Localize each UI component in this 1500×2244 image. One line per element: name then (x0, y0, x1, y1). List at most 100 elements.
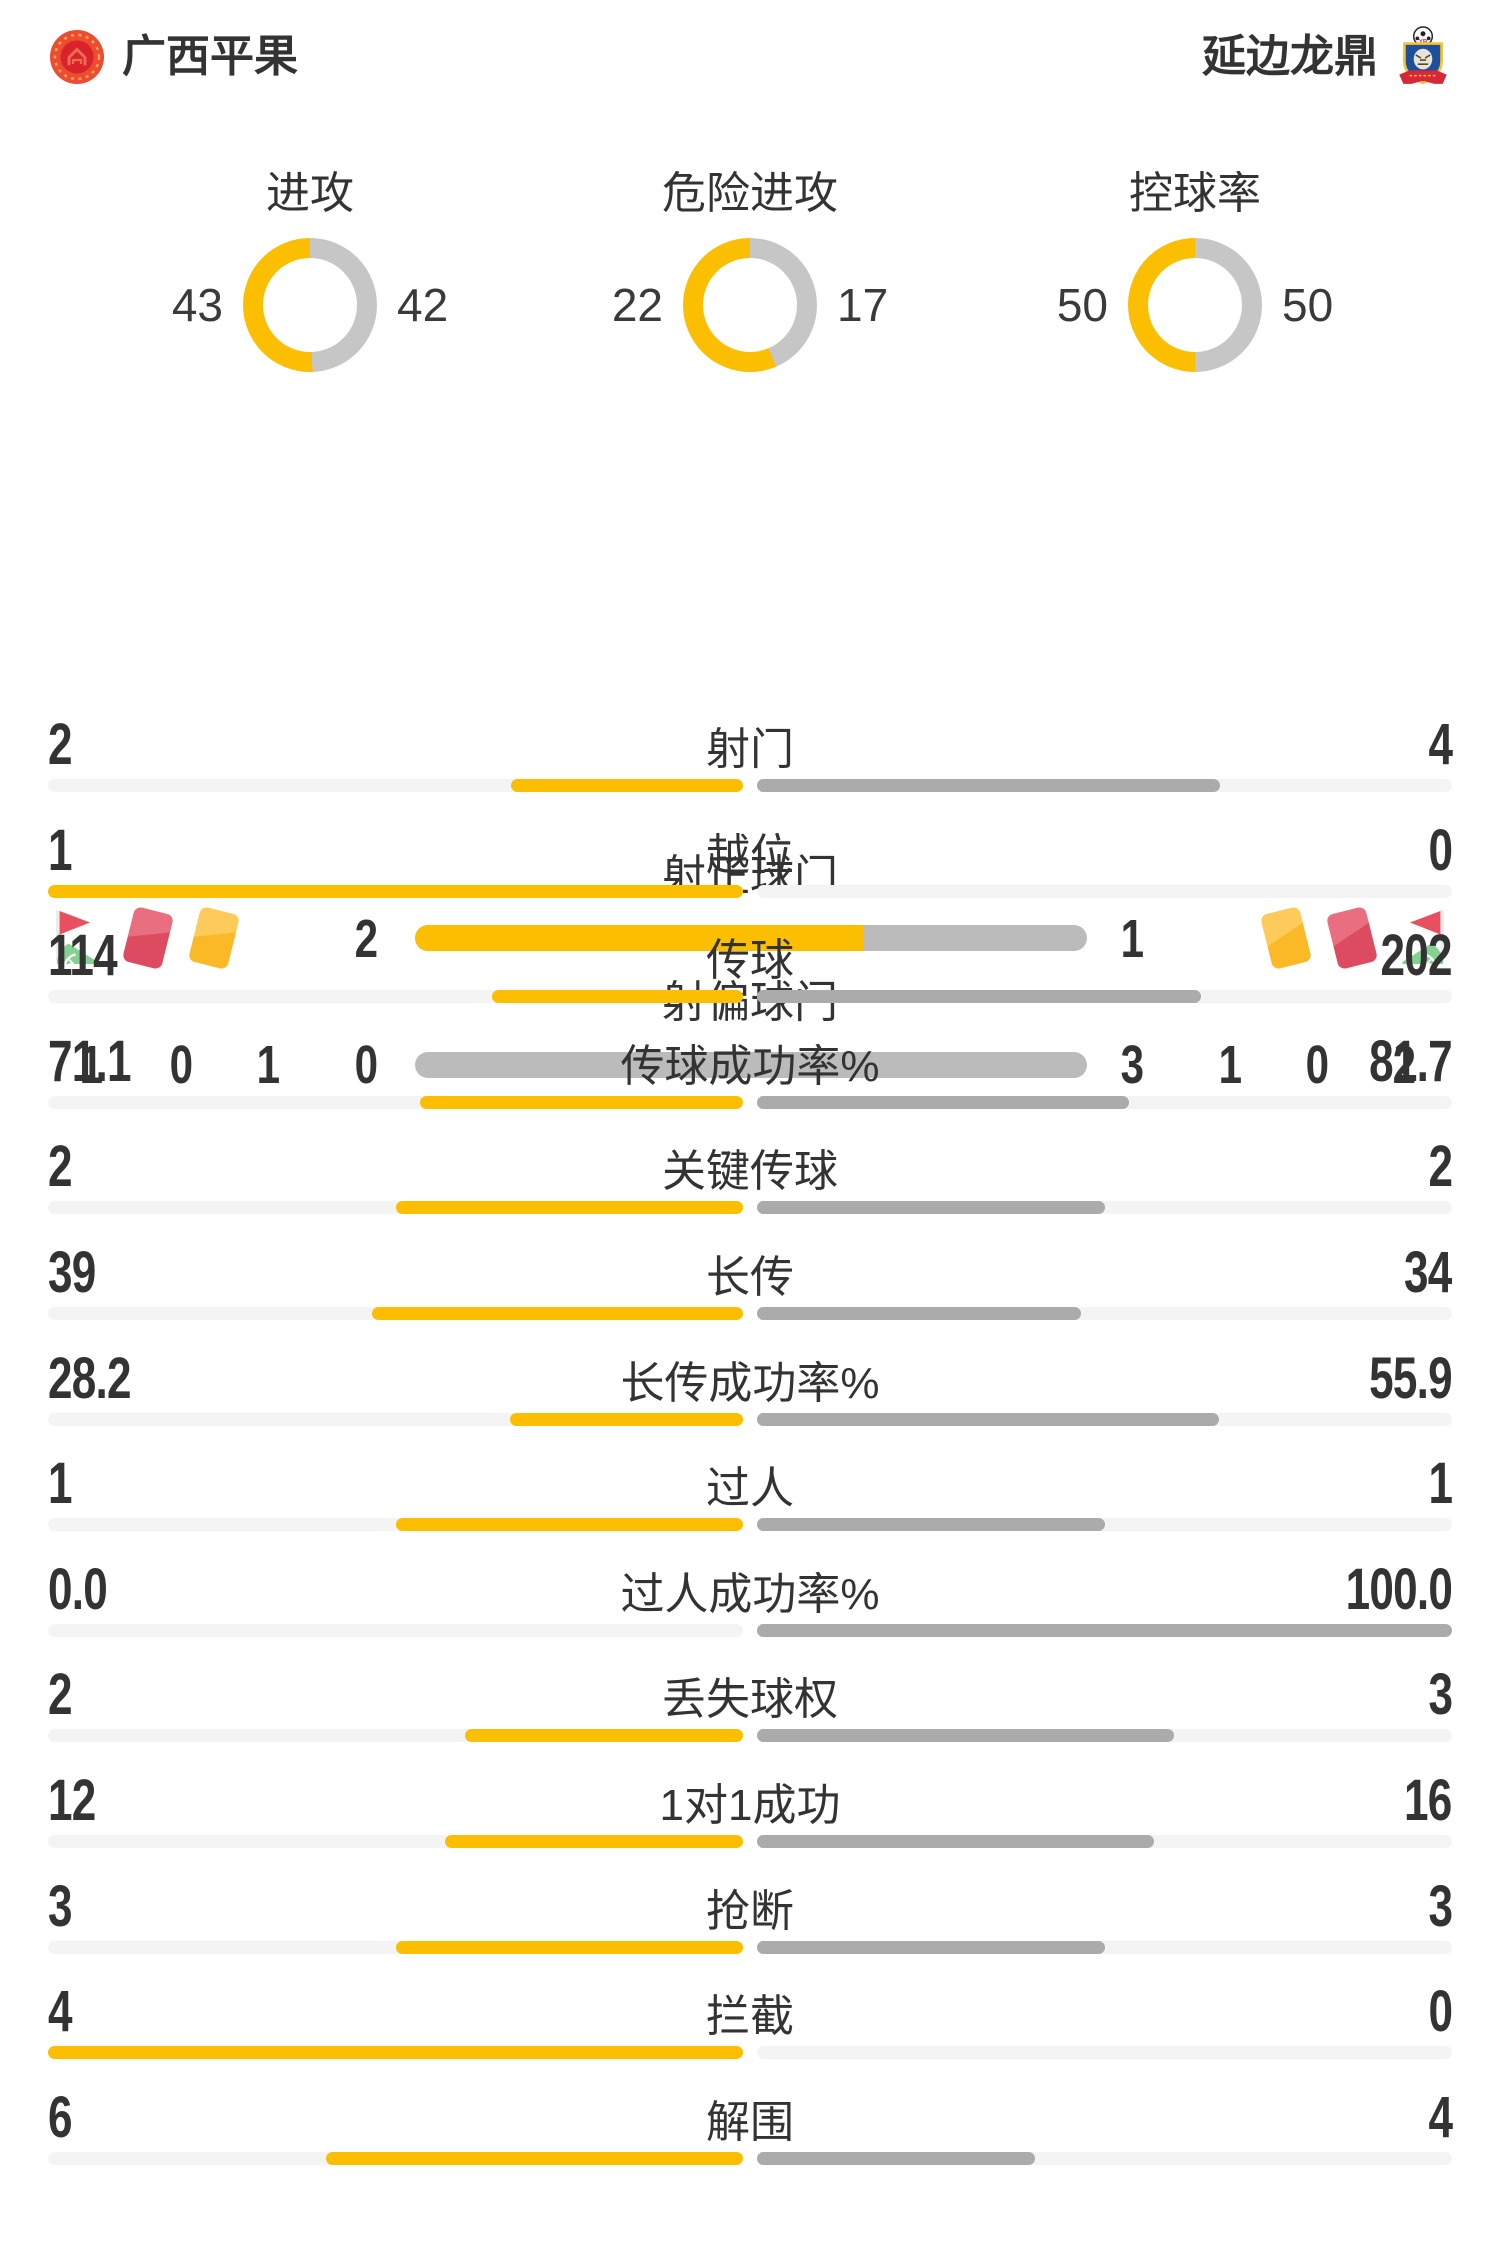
stat-home-value: 1 (48, 817, 73, 883)
home-bar-fill (326, 2151, 743, 2165)
stats-list: 2 射门 4 1 越位 0 114 传球 202 (48, 690, 1453, 2169)
stat-away-value: 3 (1428, 1662, 1453, 1728)
donut-home-value: 50 (1056, 279, 1108, 331)
away-bar-fill (757, 1834, 1155, 1848)
home-corner-count: 1 (79, 1035, 103, 1095)
home-bar-fill (511, 779, 743, 792)
stat-row: 6 解围 4 (48, 2063, 1453, 2169)
stat-label: 过人 (706, 1464, 794, 1514)
donut-away-value: 42 (397, 279, 449, 331)
home-bar-track (48, 779, 743, 792)
stat-label: 抢断 (706, 1886, 794, 1936)
away-cards-icons (1259, 905, 1456, 971)
away-bar-track (757, 1940, 1452, 1954)
home-team-name: 广西平果 (122, 32, 298, 81)
away-bar-track (757, 884, 1452, 898)
home-bar-fill (48, 2046, 743, 2060)
home-bar-track (48, 1412, 743, 1426)
home-bar-track (48, 1095, 743, 1109)
away-bar-fill (757, 1306, 1081, 1320)
away-bar-fill (757, 779, 1221, 792)
stat-home-value: 114 (48, 923, 118, 989)
home-bar-track (48, 1834, 743, 1848)
stat-home-value: 2 (48, 1134, 73, 1200)
shots-on-target-away-value: 1 (1120, 909, 1144, 969)
shots-on-target-home-value: 2 (354, 909, 378, 969)
home-bar-track (48, 1729, 743, 1743)
stat-away-value: 16 (1404, 1767, 1452, 1833)
stat-label: 传球 (706, 936, 794, 986)
stat-home-value: 4 (48, 1979, 73, 2045)
away-bar-track (757, 1729, 1452, 1743)
match-header: 广西平果 延边龙鼎 YB (48, 26, 1452, 88)
stat-label: 拦截 (706, 1992, 794, 2042)
stat-away-value: 1 (1428, 1451, 1453, 1517)
stat-row: 4 拦截 0 (48, 1957, 1453, 2063)
home-red-card-count: 0 (169, 1035, 193, 1095)
donut-column: 进攻 43 42 (95, 166, 525, 372)
away-bar-fill (757, 1201, 1105, 1215)
stat-label: 过人成功率% (620, 1569, 880, 1619)
shots-on-target-bar (415, 925, 1087, 951)
away-bar-fill (757, 1729, 1174, 1743)
stat-home-value: 6 (48, 2084, 73, 2150)
stat-label: 长传 (706, 1252, 794, 1302)
home-bar-track (48, 1201, 743, 1215)
away-bar-track (757, 1201, 1452, 1215)
stat-label: 解围 (706, 2097, 794, 2147)
donut-column: 危险进攻 22 17 (535, 166, 965, 372)
home-bar-track (48, 1518, 743, 1532)
donut-column: 控球率 50 50 (980, 166, 1410, 372)
away-bar-track (757, 1623, 1452, 1637)
donut-home-value: 22 (611, 279, 663, 331)
away-bar-fill (757, 990, 1202, 1004)
stat-home-value: 12 (48, 1767, 96, 1833)
away-red-card-count: 0 (1305, 1035, 1329, 1095)
away-team: 延边龙鼎 YB (1202, 26, 1452, 88)
away-bar-track (757, 1412, 1452, 1426)
donut-chart (243, 238, 377, 372)
home-cards-icons (44, 905, 241, 971)
stat-home-value: 3 (48, 1873, 73, 1939)
home-team-logo-icon (48, 26, 106, 88)
stat-row: 71.1 传球成功率% 81.7 (48, 1007, 1453, 1113)
stat-home-value: 2 (48, 1662, 73, 1728)
donut-label: 控球率 (1129, 169, 1261, 218)
away-bar-track (757, 779, 1452, 792)
away-corner-count: 2 (1392, 1035, 1416, 1095)
away-bar-fill (757, 1518, 1105, 1532)
away-bar-fill (757, 1095, 1129, 1109)
stat-label: 丢失球权 (662, 1675, 838, 1725)
stat-label: 长传成功率% (620, 1358, 880, 1408)
away-team-name: 延边龙鼎 (1202, 32, 1378, 81)
home-bar-fill (48, 884, 743, 898)
away-bar-fill (757, 1940, 1105, 1954)
donut-chart (683, 238, 817, 372)
corner-flag-icon (1402, 910, 1444, 965)
shots-section: 射正球门 2 1 (0, 420, 1500, 1094)
away-bar-track (757, 990, 1452, 1004)
home-bar-track (48, 1623, 743, 1637)
donut-chart (1128, 238, 1262, 372)
stat-home-value: 39 (48, 1239, 96, 1305)
stat-away-value: 3 (1428, 1873, 1453, 1939)
stat-away-value: 55.9 (1369, 1345, 1453, 1411)
home-bar-track (48, 1940, 743, 1954)
home-bar-fill (445, 1834, 743, 1848)
home-bar-track (48, 990, 743, 1004)
away-bar-track (757, 1095, 1452, 1109)
stat-away-value: 2 (1428, 1134, 1453, 1200)
stat-away-value: 100.0 (1345, 1556, 1452, 1622)
home-bar-track (48, 1306, 743, 1320)
home-bar-fill (395, 1201, 743, 1215)
home-bar-track (48, 884, 743, 898)
away-bar-fill (757, 2151, 1035, 2165)
stat-row: 2 射门 4 (48, 690, 1453, 796)
shots-off-target-bar (415, 1052, 1087, 1078)
away-bar-track (757, 1518, 1452, 1532)
stat-row: 39 长传 34 (48, 1218, 1453, 1324)
donut-away-value: 17 (837, 279, 889, 331)
home-bar-fill (492, 990, 743, 1004)
home-bar-fill (371, 1306, 743, 1320)
